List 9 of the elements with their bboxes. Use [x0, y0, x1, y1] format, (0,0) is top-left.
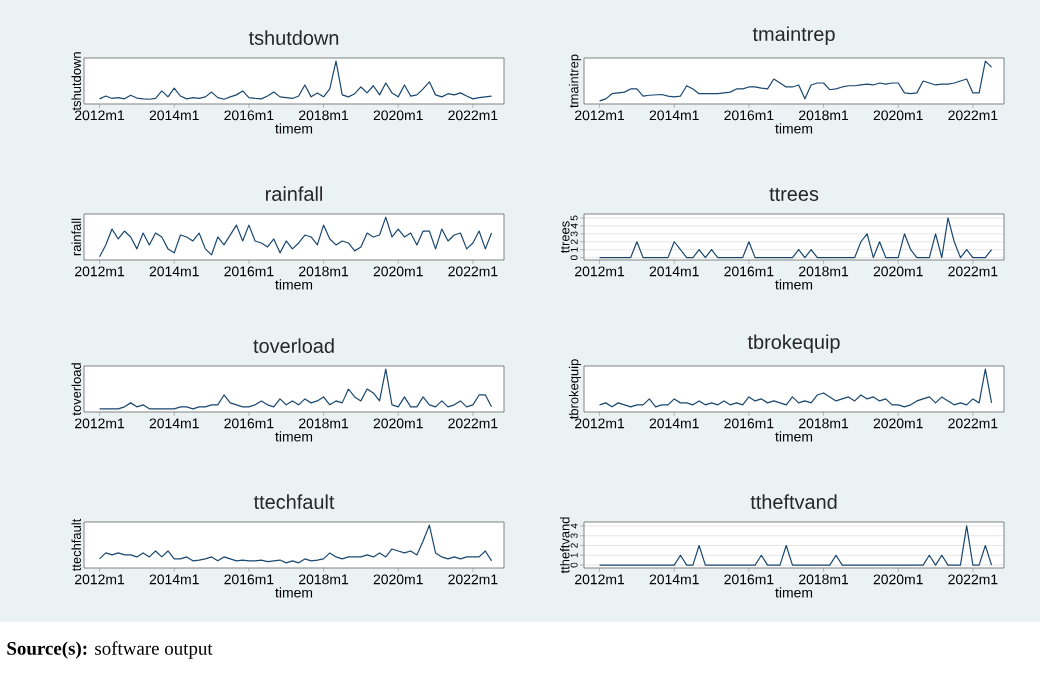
chart-title: toverload [253, 338, 334, 353]
text: Source(s): software output [7, 641, 213, 659]
chart-title: ttrees [769, 187, 819, 201]
chart-title: tbrokequip [747, 334, 840, 353]
chart-title: ttechfault [253, 494, 335, 509]
chart-title: ttheftvand [750, 494, 837, 509]
chart-title: rainfall [265, 186, 323, 201]
chart-title: tshutdown [248, 30, 339, 45]
chart-title: tmaintrep [752, 26, 835, 45]
